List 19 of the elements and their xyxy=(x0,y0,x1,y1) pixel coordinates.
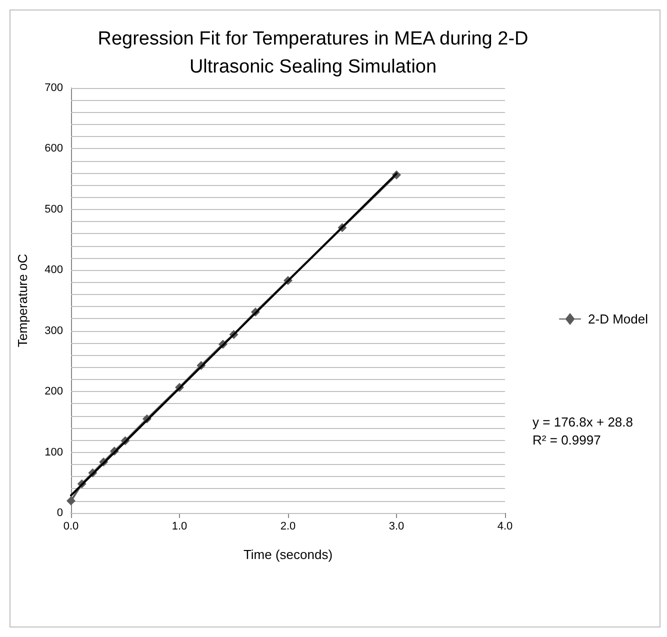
x-tick-label: 1.0 xyxy=(172,520,188,532)
x-tick-label: 4.0 xyxy=(497,520,513,532)
y-tick-label: 700 xyxy=(44,82,63,94)
y-tick-label: 0 xyxy=(56,507,63,519)
y-tick-label: 300 xyxy=(44,324,63,337)
y-tick-label: 200 xyxy=(44,386,63,398)
y-axis-title: Temperature oC xyxy=(15,254,30,348)
y-tick-label: 100 xyxy=(44,446,63,458)
x-axis-title: Time (seconds) xyxy=(243,547,333,562)
y-tick-label: 500 xyxy=(44,203,63,216)
y-tick-label: 400 xyxy=(44,264,63,276)
y-tick-label: 600 xyxy=(44,142,63,155)
text: y = 176.8x + 28.8 R² = 0.9997 xyxy=(532,414,634,448)
chart-title: Regression Fit for Temperatures in MEA during 2-D Ultrasonic Sealing Simulation xyxy=(98,28,528,78)
x-tick-label: 3.0 xyxy=(388,520,404,532)
legend-label: 2-D Model xyxy=(588,312,648,326)
x-tick-label: 2.0 xyxy=(280,520,296,532)
x-tick-label: 0.0 xyxy=(63,520,79,532)
point xyxy=(66,496,76,506)
